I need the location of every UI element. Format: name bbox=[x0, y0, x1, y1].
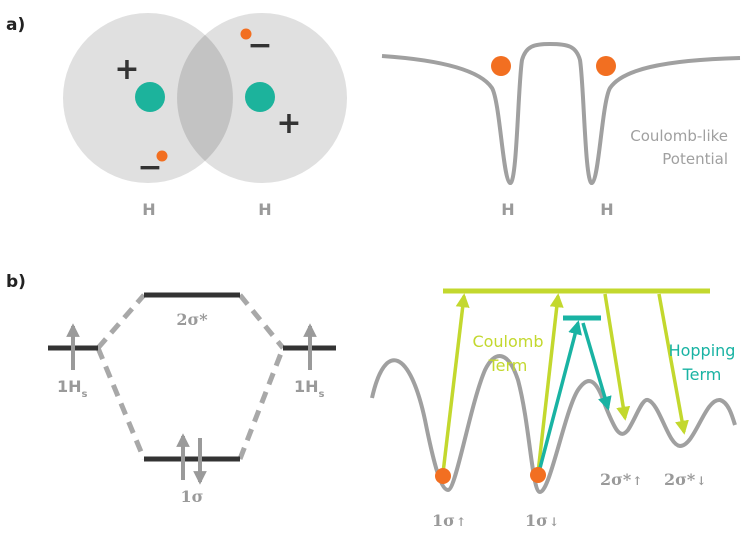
right-minus-sign: − bbox=[247, 28, 272, 63]
left-nucleus bbox=[135, 82, 165, 112]
lattice-potential: Coulomb Term Hopping Term 1σ↑ 1σ↓ 2σ*↑ 2… bbox=[370, 288, 737, 530]
hopping-term-line2: Term bbox=[682, 365, 722, 384]
potential-right-label: H bbox=[600, 200, 613, 219]
well1-label: 1σ↑ bbox=[432, 511, 466, 530]
potential-left-label: H bbox=[501, 200, 514, 219]
coulomb-arrow-up-2 bbox=[536, 293, 564, 474]
bonding-label: 1σ bbox=[181, 487, 204, 506]
left-plus-sign: + bbox=[114, 52, 139, 87]
left-minus-sign: − bbox=[137, 150, 162, 185]
corr-left-lower bbox=[95, 347, 147, 460]
lattice-curve bbox=[370, 354, 737, 494]
atom-right-label: H bbox=[258, 200, 271, 219]
well2-electron bbox=[530, 467, 546, 483]
left-atomic-label: 1Hs bbox=[57, 377, 88, 400]
coulomb-arrow-down-1 bbox=[603, 293, 631, 421]
hydrogen-atoms: + + − − H H bbox=[63, 13, 347, 219]
coulomb-potential: Coulomb-like Potential H H bbox=[381, 42, 741, 219]
left-potential-electron bbox=[491, 56, 511, 76]
well2-label: 1σ↓ bbox=[525, 511, 559, 530]
right-nucleus bbox=[245, 82, 275, 112]
right-electron bbox=[240, 28, 252, 40]
coulomb-arrow-up-1 bbox=[441, 293, 470, 474]
corr-right-upper bbox=[238, 293, 285, 350]
right-potential-electron bbox=[596, 56, 616, 76]
coulomb-term-line1: Coulomb bbox=[472, 332, 543, 351]
well3-label: 2σ*↑ bbox=[600, 470, 642, 489]
hopping-arrow-down bbox=[581, 322, 612, 411]
hopping-term-line1: Hopping bbox=[669, 341, 736, 360]
corr-right-lower bbox=[237, 347, 286, 460]
potential-caption-line1: Coulomb-like bbox=[630, 127, 728, 145]
panel-b-label: b) bbox=[6, 272, 26, 292]
well1-electron bbox=[435, 468, 451, 484]
mo-diagram: 2σ* 1σ 1Hs 1Hs bbox=[48, 292, 336, 506]
potential-caption-line2: Potential bbox=[662, 150, 728, 168]
left-electron bbox=[156, 150, 168, 162]
potential-curve bbox=[381, 42, 741, 186]
correlation-lines bbox=[95, 293, 286, 460]
coulomb-term-line2: Term bbox=[488, 356, 528, 375]
cloud-overlap bbox=[177, 35, 233, 161]
coulomb-arrow-down-2 bbox=[657, 293, 689, 435]
right-atomic-label: 1Hs bbox=[294, 377, 325, 400]
well4-label: 2σ*↓ bbox=[664, 470, 706, 489]
hopping-arrow-up bbox=[538, 320, 582, 469]
atom-left-label: H bbox=[142, 200, 155, 219]
corr-left-upper bbox=[96, 293, 146, 350]
panel-a-label: a) bbox=[6, 15, 25, 35]
right-plus-sign: + bbox=[276, 106, 301, 141]
antibonding-label: 2σ* bbox=[176, 310, 208, 329]
